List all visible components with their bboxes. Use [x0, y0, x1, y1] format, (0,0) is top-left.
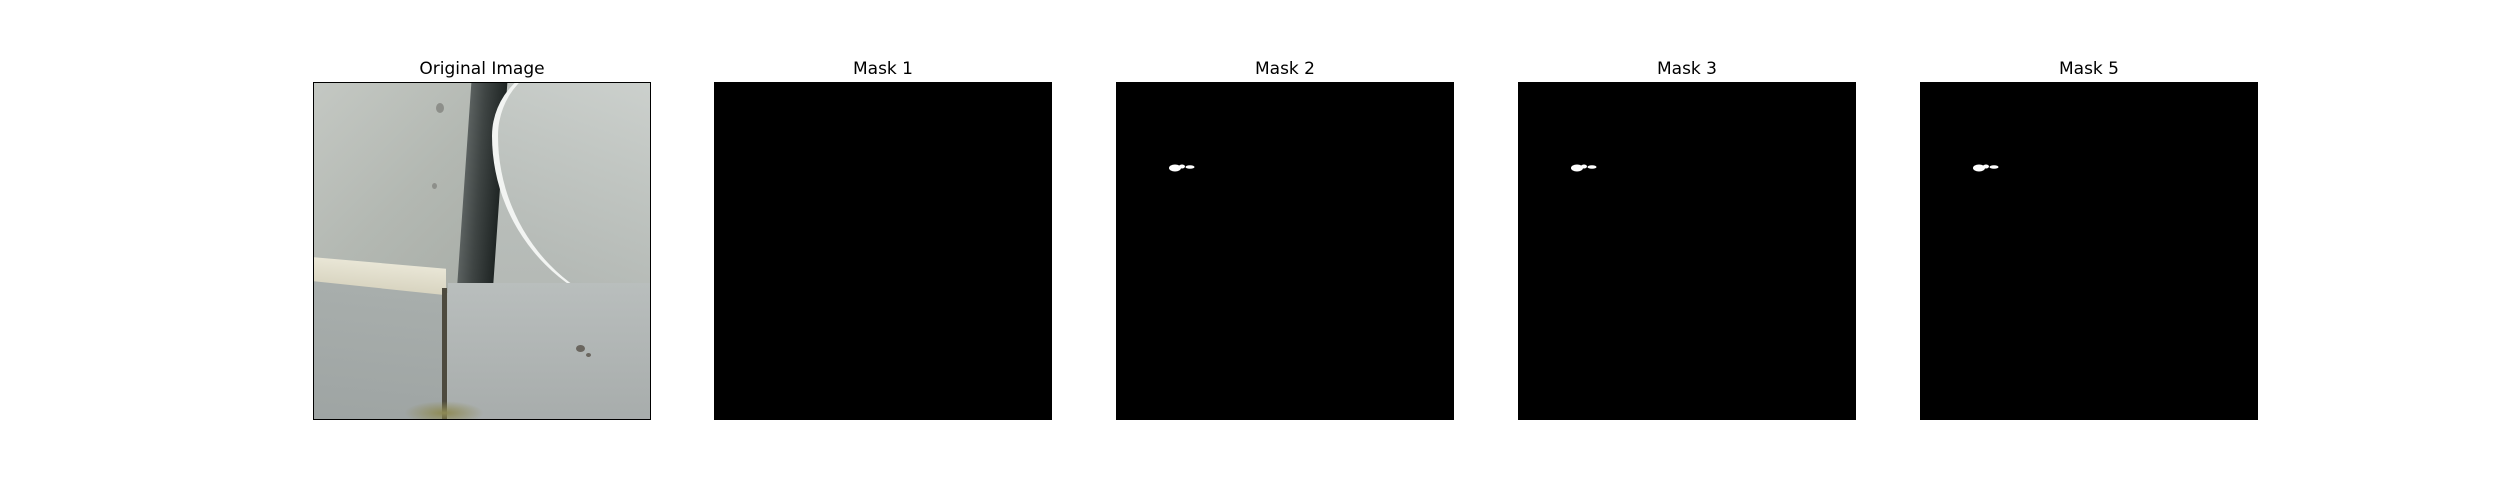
mask-image: [1116, 82, 1454, 420]
photo-speck: [576, 345, 585, 352]
photo-stain: [404, 401, 484, 419]
photo-floor-right: [448, 283, 650, 419]
panel-original-image: Original Image: [313, 56, 651, 420]
original-image: [313, 82, 651, 420]
photo-speck: [436, 103, 444, 113]
panel-mask-1: Mask 1: [714, 56, 1052, 420]
photo-back-wall: [314, 83, 474, 293]
panel-title: Mask 5: [2058, 59, 2119, 79]
panel-mask-3: Mask 3: [1518, 56, 1856, 420]
mask-blob: [1169, 164, 1195, 172]
mask-blob: [1571, 164, 1597, 172]
mask-blob: [1973, 164, 1999, 172]
photo-floor-left: [314, 281, 442, 419]
mask-image: [714, 82, 1052, 420]
photo-seam: [442, 288, 447, 419]
panel-mask-2: Mask 2: [1116, 56, 1454, 420]
panel-title: Mask 2: [1254, 59, 1315, 79]
mask-image: [1518, 82, 1856, 420]
panel-title: Mask 1: [852, 59, 913, 79]
panel-title: Original Image: [419, 59, 545, 79]
photo-speck: [586, 353, 591, 357]
panel-mask-5: Mask 5: [1920, 56, 2258, 420]
photo-speck: [432, 183, 437, 189]
mask-image: [1920, 82, 2258, 420]
panel-title: Mask 3: [1656, 59, 1717, 79]
